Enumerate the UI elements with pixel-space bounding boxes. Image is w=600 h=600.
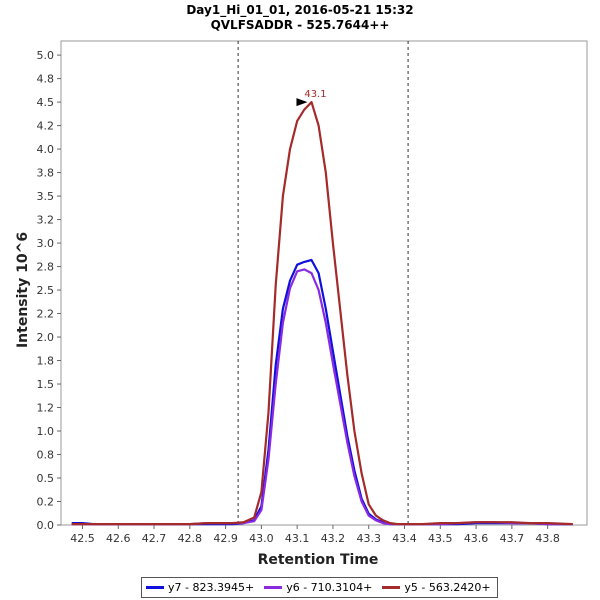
- x-tick-label: 43.2: [321, 532, 346, 545]
- x-tick-label: 42.7: [142, 532, 167, 545]
- y-tick-label: 2.5: [37, 284, 55, 297]
- series-line: [71, 100, 573, 526]
- y-tick-label: 3.8: [37, 167, 55, 180]
- legend: y7 - 823.3945+ y6 - 710.3104+ y5 - 563.242…: [141, 577, 498, 598]
- y-tick-label: 2.2: [37, 308, 55, 321]
- y-tick-label: 5.0: [37, 49, 55, 62]
- peak-label: 43.1: [304, 89, 326, 100]
- y-tick-label: 4.0: [37, 143, 55, 156]
- y-tick-label: 4.8: [37, 73, 55, 86]
- peak-marker-icon: [296, 98, 308, 107]
- y-tick-label: 4.2: [37, 120, 55, 133]
- chart-title-line-1: Day1_Hi_01_01, 2016-05-21 15:32: [186, 3, 414, 17]
- y-tick-label: 3.0: [37, 237, 55, 250]
- y-tick-label: 1.8: [37, 355, 55, 368]
- y-tick-label: 3.2: [37, 214, 55, 227]
- plot-area: [60, 40, 588, 526]
- y-axis-label: Intensity 10^6: [15, 232, 31, 348]
- y-tick-label: 0.2: [37, 496, 55, 509]
- series-line: [71, 268, 573, 526]
- x-tick-label: 42.5: [70, 532, 95, 545]
- x-axis-label: Retention Time: [258, 552, 379, 568]
- legend-item: y6 - 710.3104+: [264, 581, 372, 594]
- x-tick-label: 43.4: [392, 532, 417, 545]
- legend-swatch: [382, 586, 401, 589]
- x-tick-label: 43.5: [428, 532, 453, 545]
- legend-swatch: [146, 586, 164, 589]
- x-tick-label: 42.8: [178, 532, 203, 545]
- x-tick-label: 43.3: [356, 532, 381, 545]
- legend-label: y6 - 710.3104+: [286, 581, 373, 594]
- legend-swatch: [264, 586, 283, 589]
- y-tick-label: 0.8: [37, 449, 55, 462]
- y-tick-label: 0.0: [37, 519, 55, 532]
- x-tick-label: 42.6: [106, 532, 131, 545]
- x-tick-label: 43.1: [285, 532, 310, 545]
- legend-label: y7 - 823.3945+: [168, 581, 255, 594]
- y-tick-label: 2.0: [37, 331, 55, 344]
- legend-label: y5 - 563.2420+: [404, 581, 491, 594]
- x-tick-label: 43.6: [464, 532, 489, 545]
- y-tick-label: 4.5: [37, 96, 55, 109]
- y-tick-label: 1.0: [37, 425, 55, 438]
- y-tick-label: 1.5: [37, 378, 55, 391]
- x-tick-label: 43.0: [249, 532, 274, 545]
- y-tick-label: 2.8: [37, 261, 55, 274]
- x-tick-label: 42.9: [213, 532, 238, 545]
- y-tick-label: 1.2: [37, 402, 55, 415]
- y-tick-label: 0.5: [37, 472, 55, 485]
- x-tick-label: 43.8: [535, 532, 560, 545]
- chart-title-line-2: QVLFSADDR - 525.7644++: [210, 18, 390, 32]
- legend-item: y5 - 563.2420+: [382, 581, 491, 594]
- y-tick-label: 3.5: [37, 190, 55, 203]
- x-tick-label: 43.7: [500, 532, 525, 545]
- series-line: [71, 258, 573, 526]
- legend-item: y7 - 823.3945+: [146, 581, 254, 594]
